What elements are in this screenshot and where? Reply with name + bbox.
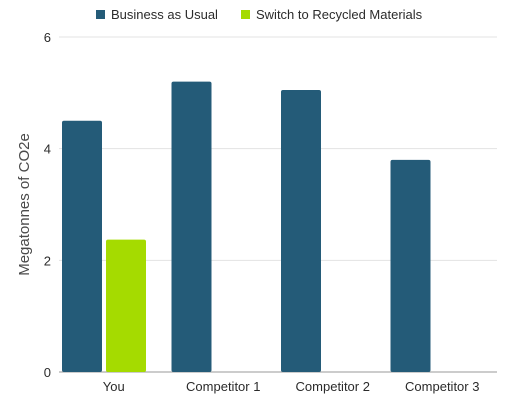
bar-business-as-usual [62,120,102,372]
y-axis-ticks: 0 2 4 6 [44,30,51,380]
legend-swatch [96,10,105,19]
legend-label: Switch to Recycled Materials [256,7,423,22]
legend: Business as Usual Switch to Recycled Mate… [96,7,423,22]
bar-recycled-materials [106,239,146,372]
bar-business-as-usual [281,90,321,373]
x-tick-label: Competitor 2 [296,379,370,394]
y-axis-title: Megatonnes of CO2e [16,133,33,276]
bars [62,81,431,373]
y-tick-label: 4 [44,142,51,157]
x-axis-ticks: You Competitor 1 Competitor 2 Competitor 3 [103,379,480,394]
x-tick-label: Competitor 1 [186,379,260,394]
bar-business-as-usual [390,159,431,372]
legend-label: Business as Usual [111,7,218,22]
y-tick-label: 0 [44,365,51,380]
x-tick-label: Competitor 3 [405,379,479,394]
bar-business-as-usual [171,81,212,373]
y-tick-label: 6 [44,30,51,45]
x-tick-label: You [103,379,125,394]
legend-swatch [241,10,250,19]
y-tick-label: 2 [44,253,51,268]
